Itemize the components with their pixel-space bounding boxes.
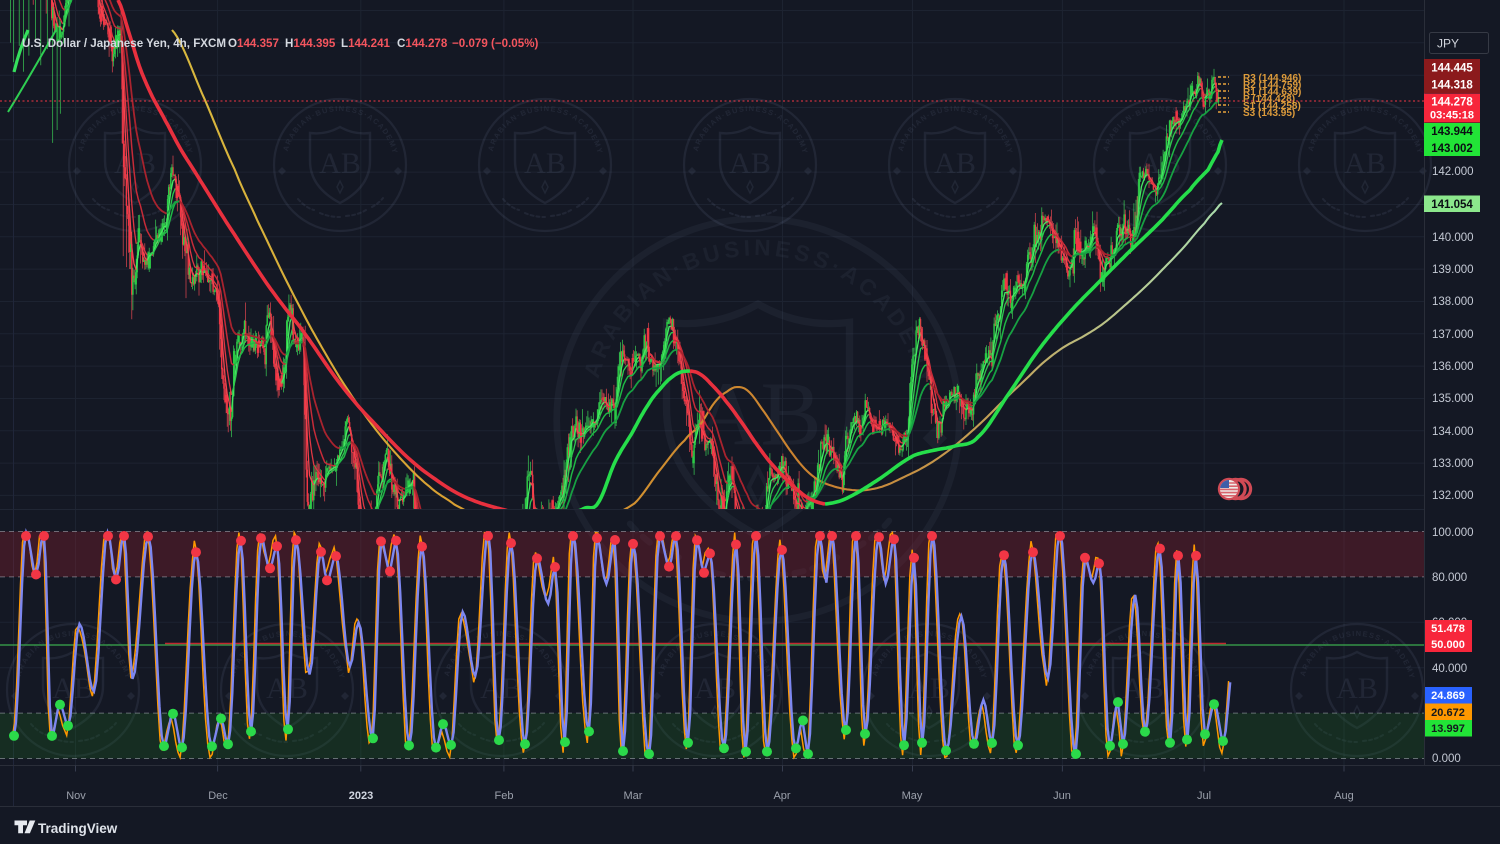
svg-text:144.318: 144.318 [1431, 80, 1473, 92]
svg-text:−0.079 (−0.05%): −0.079 (−0.05%) [452, 37, 539, 50]
svg-text:136.000: 136.000 [1432, 361, 1474, 373]
svg-text:144.445: 144.445 [1431, 63, 1473, 75]
svg-text:24.869: 24.869 [1431, 690, 1465, 702]
svg-text:142.000: 142.000 [1432, 166, 1474, 178]
svg-text:40.000: 40.000 [1432, 663, 1467, 675]
svg-text:143.944: 143.944 [1431, 126, 1473, 138]
svg-text:51.478: 51.478 [1431, 623, 1465, 635]
svg-text:100.000: 100.000 [1432, 527, 1474, 539]
svg-text:80.000: 80.000 [1432, 572, 1467, 584]
svg-text:138.000: 138.000 [1432, 296, 1474, 308]
svg-text:S3 (143.95): S3 (143.95) [1243, 108, 1295, 119]
svg-text:P (144.428): P (144.428) [1243, 94, 1295, 105]
svg-text:135.000: 135.000 [1432, 393, 1474, 405]
svg-text:Apr: Apr [773, 790, 790, 802]
svg-text:C144.278: C144.278 [397, 37, 448, 50]
svg-text:0.000: 0.000 [1432, 753, 1461, 765]
svg-text:JPY: JPY [1437, 37, 1459, 51]
svg-text:O144.357: O144.357 [228, 37, 279, 50]
svg-text:139.000: 139.000 [1432, 264, 1474, 276]
svg-text:137.000: 137.000 [1432, 329, 1474, 341]
svg-text:R1 (144.639): R1 (144.639) [1243, 87, 1301, 98]
svg-text:S1 (144.258): S1 (144.258) [1243, 101, 1301, 112]
svg-text:May: May [902, 790, 923, 802]
svg-text:20.672: 20.672 [1431, 707, 1465, 719]
svg-text:143.002: 143.002 [1431, 143, 1473, 155]
svg-text:Feb: Feb [495, 790, 514, 802]
svg-text:U.S. Dollar / Japanese Yen, 4h: U.S. Dollar / Japanese Yen, 4h, FXCM [22, 37, 226, 50]
svg-text:133.000: 133.000 [1432, 458, 1474, 470]
svg-text:134.000: 134.000 [1432, 426, 1474, 438]
svg-text:13.997: 13.997 [1431, 723, 1465, 735]
svg-text:Nov: Nov [66, 790, 86, 802]
svg-text:2023: 2023 [349, 790, 373, 802]
svg-text:Jun: Jun [1053, 790, 1071, 802]
svg-text:144.278: 144.278 [1431, 97, 1473, 109]
svg-text:TradingView: TradingView [38, 821, 118, 836]
svg-text:Dec: Dec [208, 790, 228, 802]
svg-text:H144.395: H144.395 [285, 37, 336, 50]
svg-text:141.054: 141.054 [1431, 199, 1473, 211]
svg-text:Aug: Aug [1334, 790, 1354, 802]
svg-text:140.000: 140.000 [1432, 232, 1474, 244]
svg-text:Jul: Jul [1197, 790, 1211, 802]
svg-text:50.000: 50.000 [1431, 639, 1465, 651]
svg-text:R2 (144.759): R2 (144.759) [1243, 80, 1301, 91]
svg-text:Mar: Mar [624, 790, 643, 802]
svg-text:R3 (144.946): R3 (144.946) [1243, 73, 1301, 84]
svg-text:L144.241: L144.241 [341, 37, 391, 50]
svg-text:03:45:18: 03:45:18 [1430, 110, 1474, 122]
svg-text:132.000: 132.000 [1432, 490, 1474, 502]
